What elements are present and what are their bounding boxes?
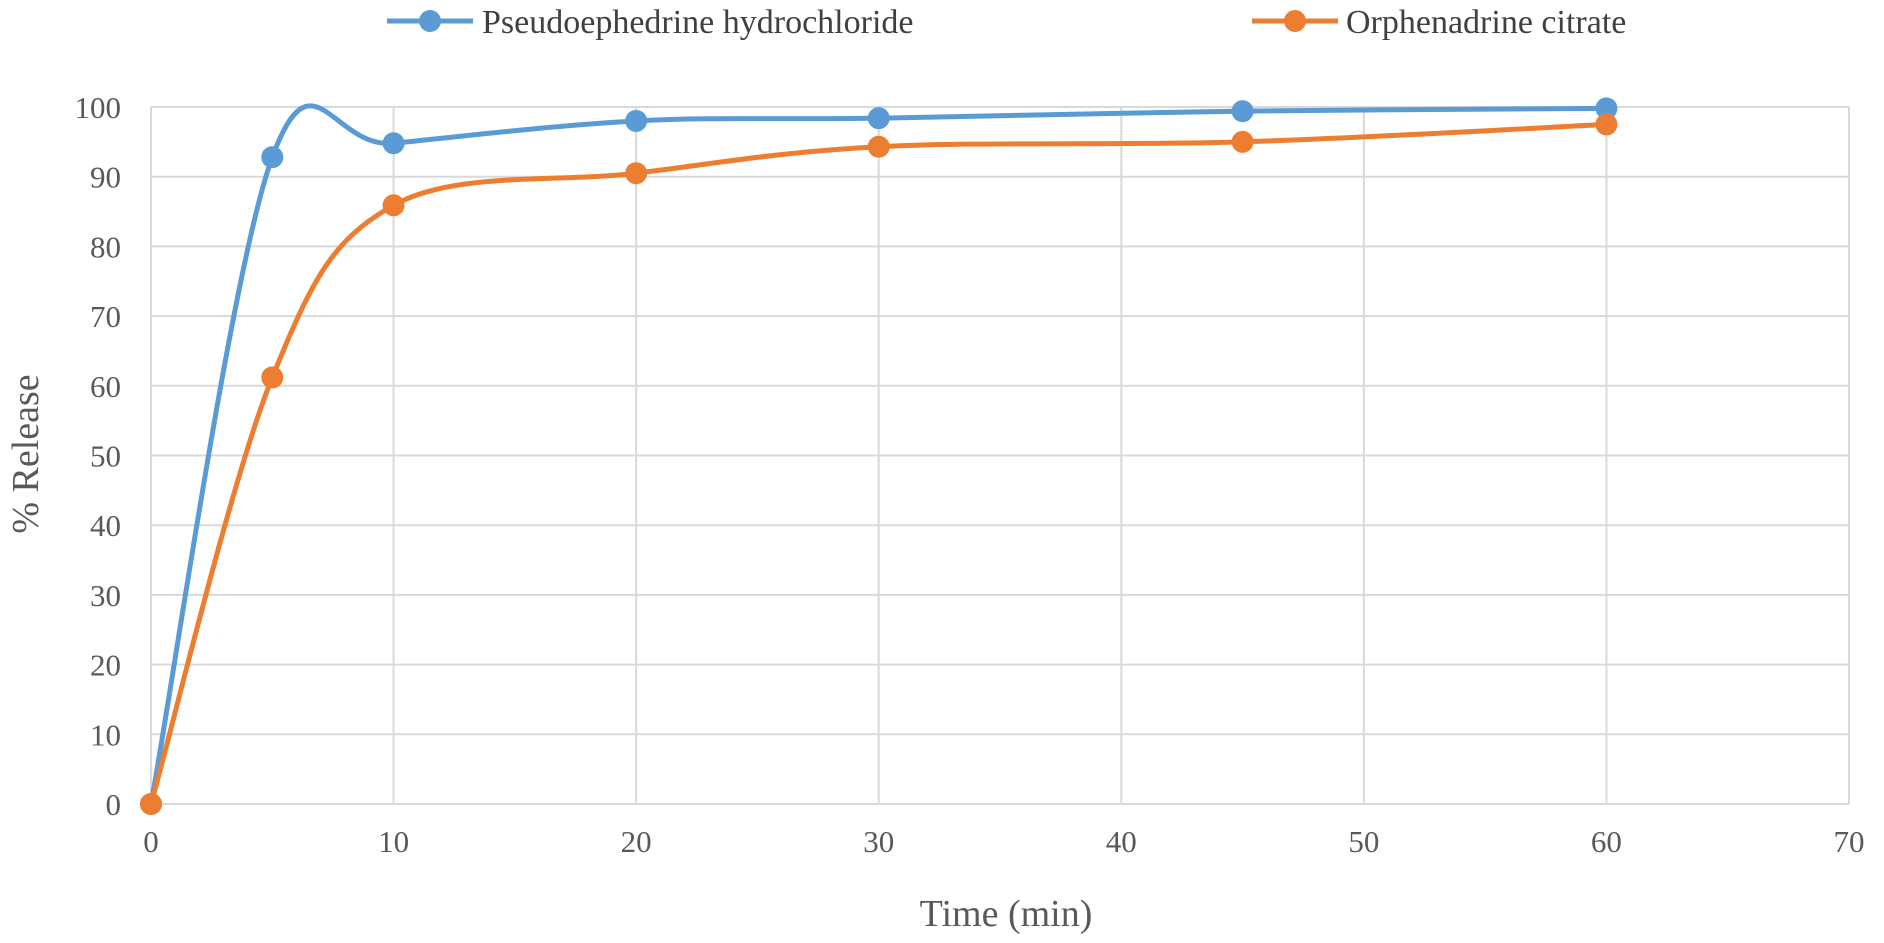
x-axis-title: Time (min) [920,893,1093,935]
data-point [867,107,890,130]
x-tick-label: 0 [143,824,159,859]
series-2 [140,113,1618,815]
y-tick-label: 70 [90,299,121,334]
x-tick-label: 70 [1834,824,1865,859]
data-point [1595,97,1618,120]
data-point [625,109,648,132]
x-tick-label: 20 [621,824,652,859]
data-point [261,146,284,169]
x-axis-ticks: 0 10 20 30 40 50 60 70 [143,824,1864,859]
x-tick-label: 50 [1348,824,1379,859]
legend-swatch-marker [419,10,441,32]
y-tick-label: 80 [90,229,121,264]
y-tick-label: 90 [90,160,121,195]
y-tick-label: 60 [90,369,121,404]
legend-label: Orphenadrine citrate [1346,4,1626,41]
y-tick-label: 10 [90,717,121,752]
legend-label: Pseudoephedrine hydrochloride [482,4,914,41]
x-tick-label: 40 [1106,824,1137,859]
data-point [867,135,890,158]
y-tick-label: 50 [90,439,121,474]
series-1 [140,97,1618,815]
y-axis-title: % Release [5,374,47,533]
y-tick-label: 20 [90,648,121,683]
data-point [1231,100,1254,123]
legend-item: Pseudoephedrine hydrochloride [387,4,914,41]
gridlines [150,106,1850,805]
y-tick-label: 40 [90,508,121,543]
data-point [382,194,405,217]
y-tick-label: 30 [90,578,121,613]
series-layer [140,97,1618,815]
x-tick-label: 10 [378,824,409,859]
y-axis-ticks: 0 10 20 30 40 50 60 70 80 90 100 [75,90,122,822]
y-tick-label: 100 [75,90,122,125]
data-point [1231,130,1254,153]
legend-swatch-marker [1284,10,1306,32]
data-point [140,793,162,815]
legend: Pseudoephedrine hydrochloride Orphenadrin… [387,4,1626,41]
x-tick-label: 30 [863,824,894,859]
y-tick-label: 0 [106,787,122,822]
data-point [625,162,648,185]
x-tick-label: 60 [1591,824,1622,859]
data-point [1595,113,1618,136]
data-point [261,366,284,389]
legend-item: Orphenadrine citrate [1252,4,1626,41]
data-point [382,132,405,155]
